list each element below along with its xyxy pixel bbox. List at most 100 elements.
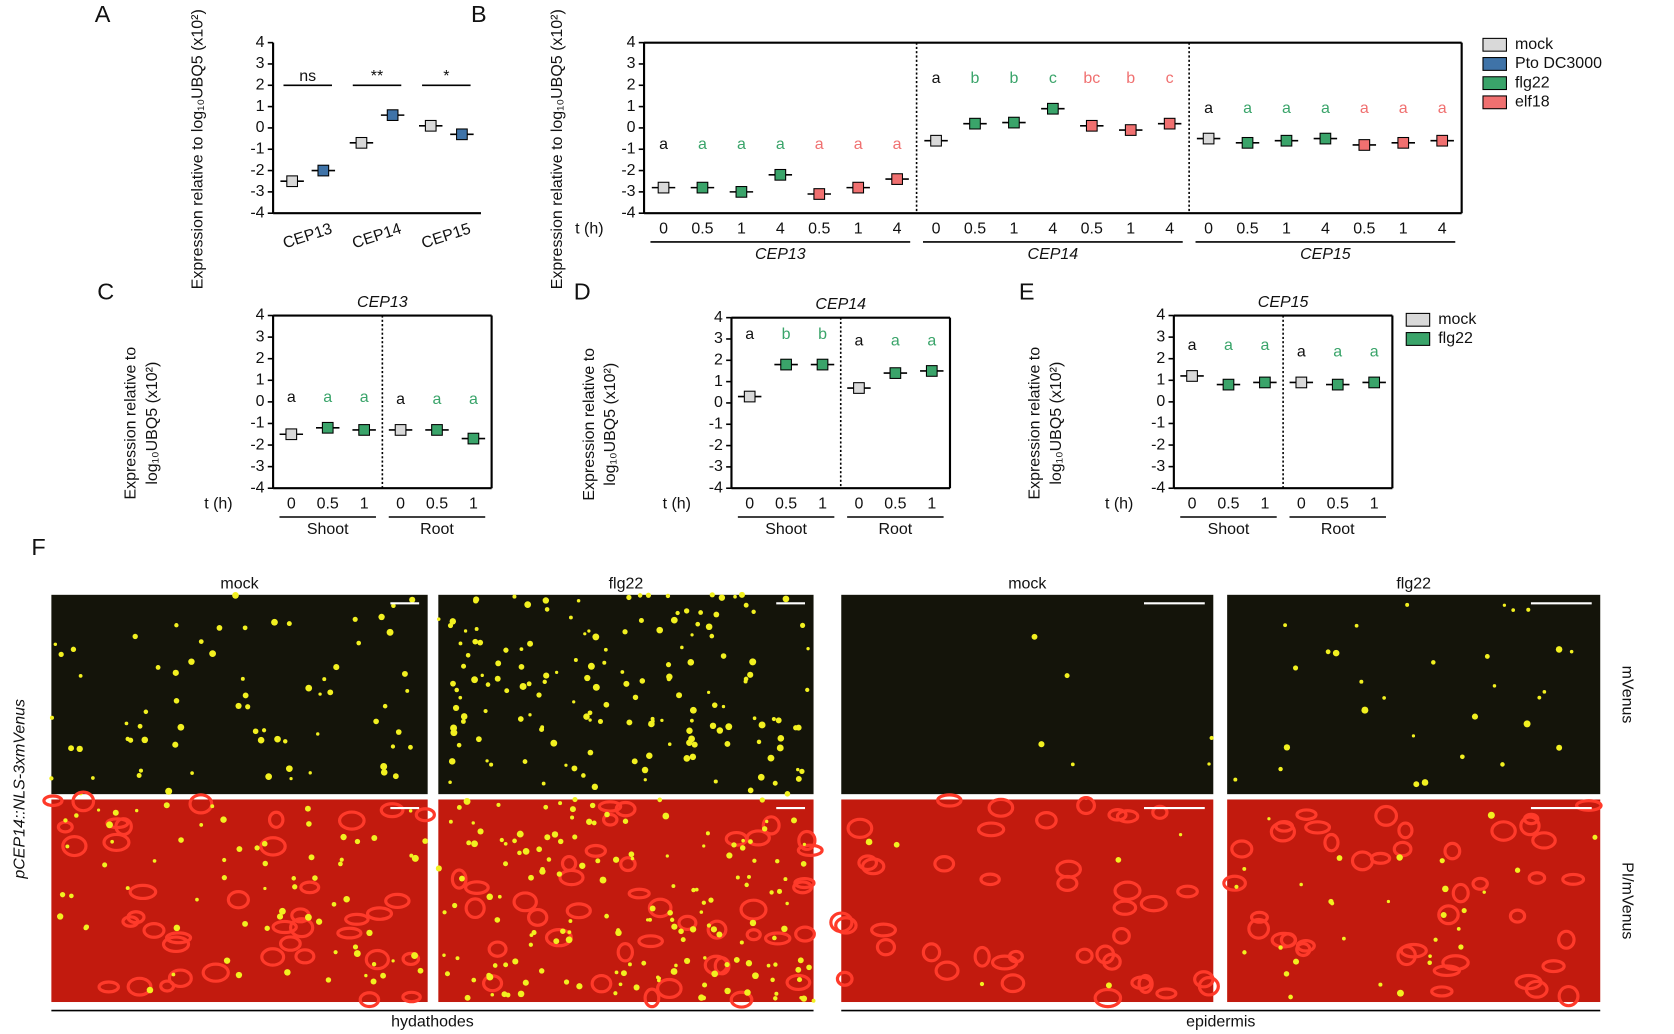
- significance-letter: a: [433, 391, 442, 408]
- cell-feature: [126, 976, 153, 997]
- nucleus: [631, 758, 638, 765]
- nucleus: [705, 831, 710, 836]
- panel-label: A: [95, 1, 111, 27]
- nucleus: [343, 895, 350, 903]
- nucleus: [289, 776, 293, 781]
- nucleus: [705, 623, 713, 631]
- nucleus: [261, 840, 268, 847]
- cell-feature: [278, 935, 302, 952]
- nucleus: [254, 845, 260, 851]
- y-tick-label: -3: [250, 458, 264, 475]
- y-tick-label: 1: [256, 372, 265, 389]
- nucleus: [599, 876, 607, 884]
- nucleus: [1359, 679, 1364, 684]
- nucleus: [669, 917, 675, 923]
- significance-letter: bc: [1083, 70, 1100, 87]
- nucleus: [1064, 673, 1070, 679]
- nucleus: [731, 842, 737, 848]
- significance-letter: a: [1333, 343, 1342, 360]
- nucleus: [517, 990, 525, 998]
- nucleus: [745, 960, 753, 967]
- nucleus: [671, 884, 676, 889]
- cell-feature: [1557, 929, 1576, 950]
- nucleus: [517, 716, 524, 722]
- nucleus: [312, 875, 318, 881]
- significance-letter: a: [469, 391, 478, 408]
- nucleus: [761, 826, 768, 832]
- marker: [321, 421, 334, 434]
- nucleus: [271, 618, 278, 626]
- nucleus: [1428, 954, 1432, 958]
- nucleus: [216, 625, 223, 631]
- cell-feature: [1508, 908, 1527, 924]
- nucleus: [460, 719, 466, 724]
- nucleus: [338, 861, 343, 867]
- nucleus: [796, 767, 800, 772]
- nucleus: [315, 918, 323, 925]
- nucleus: [713, 779, 718, 784]
- cell-feature: [401, 951, 421, 967]
- cell-feature: [161, 935, 191, 954]
- x-tick-label: 0.5: [317, 495, 339, 512]
- cell-feature: [1249, 910, 1269, 924]
- nucleus: [694, 887, 699, 892]
- significance-label: *: [443, 68, 449, 85]
- nucleus: [141, 736, 149, 744]
- nucleus: [68, 745, 75, 752]
- significance-letter: c: [1166, 70, 1174, 87]
- cell-feature: [1295, 938, 1316, 953]
- nucleus: [1382, 696, 1386, 700]
- nucleus: [643, 778, 647, 782]
- nucleus: [69, 893, 74, 899]
- y-axis-label: Expression relative to log₁₀UBQ5 (x10²): [549, 9, 566, 289]
- cell-feature: [979, 872, 1001, 887]
- nucleus: [276, 913, 284, 920]
- significance-letter: a: [776, 136, 785, 153]
- cell-feature: [1441, 954, 1470, 972]
- cell-feature: [584, 843, 607, 858]
- nucleus: [405, 688, 410, 693]
- nucleus: [322, 677, 327, 682]
- marker: [1331, 378, 1344, 391]
- cell-feature: [973, 945, 991, 968]
- group-label: CEP13: [755, 246, 806, 263]
- nucleus: [257, 736, 265, 744]
- group-label: CEP15: [1300, 246, 1351, 263]
- legend-label: flg22: [1438, 330, 1473, 347]
- nucleus: [648, 917, 653, 922]
- nucleus: [1492, 684, 1497, 688]
- marker: [1008, 116, 1020, 129]
- nucleus: [136, 773, 142, 778]
- x-tick-label: 1: [1260, 495, 1269, 512]
- panel-label: E: [1019, 278, 1035, 304]
- group-label: Root: [878, 521, 912, 538]
- nucleus: [604, 811, 610, 818]
- y-tick-label: -3: [250, 183, 264, 200]
- nucleus: [543, 804, 549, 810]
- nucleus: [716, 727, 724, 734]
- x-tick-label: 1: [818, 495, 827, 512]
- nucleus: [592, 633, 600, 641]
- nucleus: [471, 676, 478, 684]
- nucleus: [261, 728, 267, 733]
- chart-title: CEP13: [357, 294, 408, 311]
- nucleus: [555, 670, 559, 675]
- significance-letter: b: [971, 70, 980, 87]
- nucleus: [684, 957, 691, 965]
- nucleus: [626, 594, 632, 601]
- row-label: PI/mVenus: [1619, 862, 1636, 939]
- nucleus: [386, 628, 394, 636]
- column-label: mock: [220, 575, 258, 592]
- marker: [1241, 136, 1254, 149]
- nucleus: [499, 837, 504, 843]
- nucleus: [1456, 926, 1461, 931]
- nucleus: [124, 721, 129, 726]
- cell-feature: [1541, 959, 1566, 974]
- nucleus: [724, 741, 731, 747]
- nucleus: [291, 876, 297, 881]
- nucleus: [751, 609, 756, 614]
- marker: [889, 367, 902, 379]
- nucleus: [172, 669, 179, 676]
- nucleus: [242, 920, 248, 927]
- cell-feature: [1007, 949, 1024, 964]
